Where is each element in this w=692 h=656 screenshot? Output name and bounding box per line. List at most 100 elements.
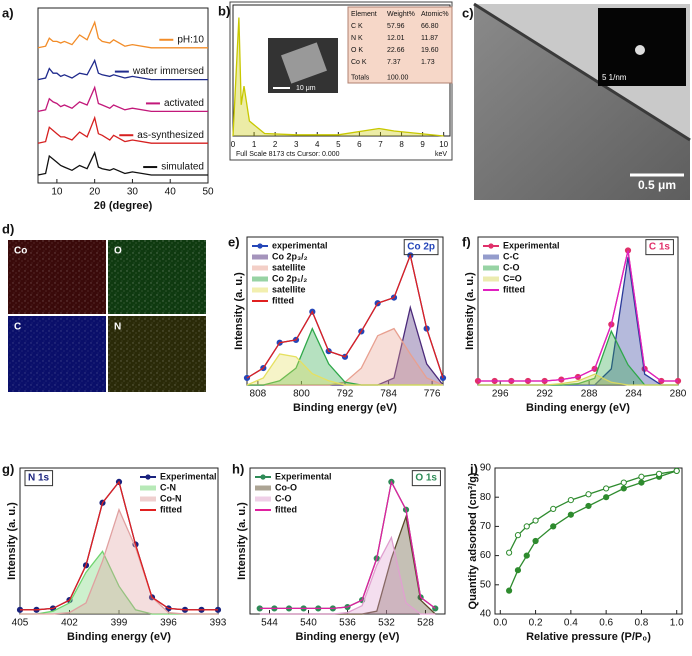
x-tick-label: 20 (89, 187, 101, 198)
data-point (603, 485, 610, 492)
x-tick-label: 30 (127, 187, 139, 198)
data-point (514, 532, 522, 539)
data-point (585, 491, 592, 498)
x-tick-label: 4 (315, 140, 320, 149)
x-tick-label: 0.8 (634, 618, 648, 629)
legend-label: activated (164, 98, 204, 109)
series-line (508, 470, 677, 591)
legend-label: fitted (503, 284, 525, 294)
y-tick-label: 90 (480, 463, 492, 474)
x-tick-label: 7 (378, 140, 383, 149)
x-axis-title: Relative pressure (P/P₀) (526, 631, 651, 643)
table-cell: O K (351, 47, 363, 54)
data-point (620, 479, 627, 486)
legend-label: satellite (272, 262, 306, 272)
x-tick-label: 0.0 (493, 618, 507, 629)
series-line (259, 479, 436, 610)
panel-label: e) (228, 234, 240, 249)
x-axis-title: 2θ (degree) (94, 200, 153, 212)
x-tick-label: 284 (625, 389, 642, 400)
x-tick-label: 393 (210, 618, 227, 629)
series-line (246, 253, 444, 379)
legend-marker (260, 474, 266, 480)
table-cell: Co K (351, 59, 367, 66)
x-tick-label: 0 (231, 140, 236, 149)
map-label: O (114, 246, 122, 257)
x-tick-label: 5 (336, 140, 341, 149)
x-tick-label: 808 (250, 389, 267, 400)
panel-label: i) (470, 461, 478, 476)
sem-crystal (281, 42, 327, 84)
legend-marker (488, 243, 494, 249)
x-tick-label: 50 (202, 187, 214, 198)
series-line (20, 480, 218, 611)
eds-table (347, 6, 453, 84)
data-point (585, 502, 592, 510)
map-noise (8, 240, 106, 314)
x-tick-label: 540 (300, 618, 317, 629)
legend-label: C-C (503, 251, 519, 261)
map-label: Co (14, 246, 27, 257)
x-tick-label: 6 (357, 140, 362, 149)
annotation-box (24, 470, 54, 487)
x-tick-label: 0.2 (529, 618, 543, 629)
map-noise (8, 316, 106, 392)
legend-label: experimental (272, 240, 328, 250)
legend-label: Experimental (275, 471, 332, 481)
x-axis-title: Binding energy (eV) (296, 631, 400, 643)
element-maps: Co O C N (8, 240, 206, 392)
tem-edge (473, 2, 691, 142)
panel-label: f) (462, 234, 471, 249)
x-tick-label: 1.0 (670, 618, 684, 629)
annotation: O 1s (415, 473, 437, 484)
legend-label: Co-N (160, 493, 182, 503)
x-axis-title: Binding energy (eV) (526, 402, 630, 414)
data-point (550, 505, 557, 512)
table-cell: 66.80 (421, 23, 439, 30)
y-tick-label: 80 (480, 492, 492, 503)
saed-spot (635, 45, 645, 55)
data-point (532, 537, 539, 545)
y-tick-label: 40 (480, 609, 492, 620)
data-point (550, 523, 557, 530)
legend-label: satellite (272, 284, 306, 294)
legend-label: C-O (275, 493, 292, 503)
table-cell: 100.00 (387, 74, 409, 81)
table-cell: 7.37 (387, 59, 401, 66)
x-tick-label: 396 (160, 618, 177, 629)
series-line (37, 58, 208, 81)
x-tick-label: 0.4 (564, 618, 578, 629)
x-tick-label: 10 (439, 140, 448, 149)
component-area (246, 353, 443, 386)
x-tick-label: 399 (111, 618, 128, 629)
data-point (567, 511, 574, 518)
legend-label: Co 2p₁/₂ (272, 273, 307, 283)
legend-label: as-synthesized (137, 130, 204, 141)
sem-scale: 10 μm (296, 85, 316, 92)
table-cell: Weight% (387, 11, 415, 18)
x-tick-label: 2 (273, 140, 278, 149)
x-tick-label: 544 (261, 618, 278, 629)
legend-label: fitted (272, 295, 294, 305)
series-line (37, 20, 208, 49)
legend-marker (145, 474, 151, 480)
legend-label: pH:10 (177, 34, 204, 45)
plot-frame (37, 7, 209, 184)
panel-label: b) (218, 3, 230, 18)
y-axis-title: Intensity (a. u.) (236, 502, 248, 580)
legend-label: Co-O (275, 482, 297, 492)
x-tick-label: 792 (337, 389, 354, 400)
table-cell: C K (351, 23, 363, 30)
data-point (655, 470, 663, 477)
data-point (567, 497, 574, 504)
table-cell: 19.60 (421, 47, 439, 54)
x-tick-label: 296 (492, 389, 509, 400)
x-axis-title: Binding energy (eV) (293, 402, 397, 414)
x-tick-label: 784 (380, 389, 397, 400)
legend-label: fitted (275, 504, 297, 514)
legend-label: simulated (161, 162, 204, 173)
x-tick-label: 0.6 (599, 618, 613, 629)
x-tick-label: 528 (417, 618, 434, 629)
data-point (523, 523, 530, 530)
x-tick-label: 8 (399, 140, 404, 149)
